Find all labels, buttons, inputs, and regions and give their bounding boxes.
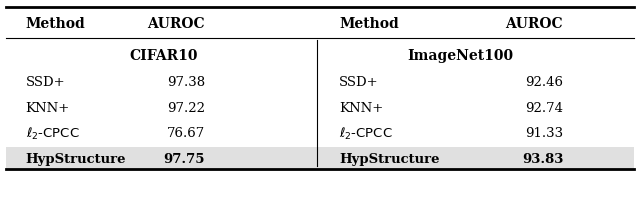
Text: $\ell_2$-CPCC: $\ell_2$-CPCC bbox=[26, 125, 79, 141]
Text: Method: Method bbox=[26, 17, 85, 31]
Text: HypStructure: HypStructure bbox=[339, 152, 440, 165]
Text: KNN+: KNN+ bbox=[339, 101, 383, 114]
Text: 91.33: 91.33 bbox=[525, 127, 563, 140]
Text: 97.75: 97.75 bbox=[163, 152, 205, 165]
Text: ImageNet100: ImageNet100 bbox=[408, 49, 514, 63]
Text: 97.22: 97.22 bbox=[167, 101, 205, 114]
Text: HypStructure: HypStructure bbox=[26, 152, 126, 165]
Bar bbox=[6, 147, 634, 171]
Text: $\ell_2$-CPCC: $\ell_2$-CPCC bbox=[339, 125, 393, 141]
Text: 92.74: 92.74 bbox=[525, 101, 563, 114]
Text: AUROC: AUROC bbox=[506, 17, 563, 31]
Text: CIFAR10: CIFAR10 bbox=[129, 49, 198, 63]
Text: SSD+: SSD+ bbox=[339, 76, 379, 89]
Text: AUROC: AUROC bbox=[147, 17, 205, 31]
Text: SSD+: SSD+ bbox=[26, 76, 65, 89]
Text: Method: Method bbox=[339, 17, 399, 31]
Text: 97.38: 97.38 bbox=[166, 76, 205, 89]
Text: KNN+: KNN+ bbox=[26, 101, 70, 114]
Text: 93.83: 93.83 bbox=[522, 152, 563, 165]
Text: 76.67: 76.67 bbox=[166, 127, 205, 140]
Text: 92.46: 92.46 bbox=[525, 76, 563, 89]
